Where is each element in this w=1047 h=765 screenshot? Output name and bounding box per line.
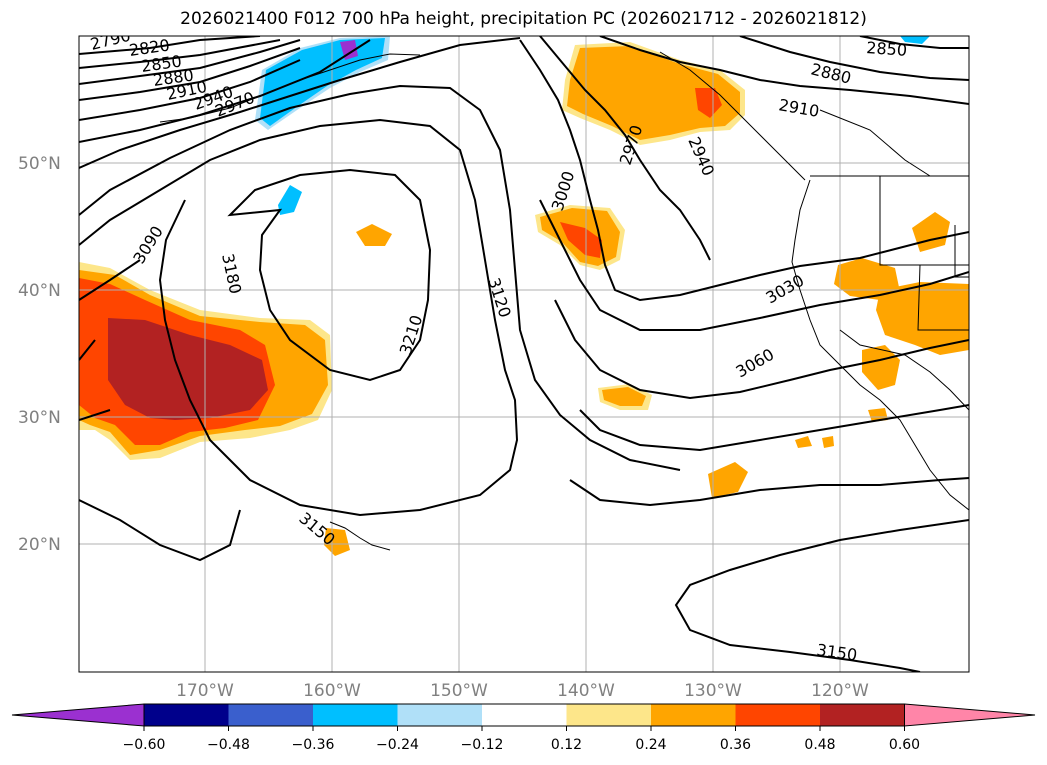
precip-blob-sub-3 (324, 528, 350, 556)
colorbar-tick-label: 0.36 (720, 737, 751, 753)
precip-blob-midpacific (356, 224, 392, 246)
colorbar-segment-extend-min (11, 703, 145, 727)
precip-blob-offshore-red (560, 222, 602, 258)
precip-blob-neg-purple (340, 40, 358, 60)
colorbar-segment-3 (313, 704, 398, 726)
colorbar: −0.60 −0.48 −0.36 −0.24 −0.12 0.12 0.24 … (11, 703, 1036, 753)
lon-label-150w: 150°W (430, 681, 488, 701)
colorbar-segment-9 (820, 704, 905, 726)
precip-blob-neg-small (278, 185, 302, 215)
colorbar-segment-1 (144, 704, 229, 726)
colorbar-tick-label: −0.12 (461, 737, 504, 753)
colorbar-segment-7 (651, 704, 736, 726)
longitude-labels: 170°W 160°W 150°W 140°W 130°W 120°W (176, 681, 869, 701)
lat-label-40n: 40°N (18, 281, 61, 301)
map-border (78, 35, 970, 673)
colorbar-segment-8 (735, 704, 820, 726)
precip-blob-neg-ne (900, 36, 930, 44)
colorbar-frame (143, 703, 905, 727)
colorbar-tick-label: −0.60 (123, 737, 166, 753)
colorbar-tick-label: −0.24 (376, 737, 419, 753)
contour-label-2820: 2820 (128, 35, 171, 59)
map-title: 2026021400 F012 700 hPa height, precipit… (180, 9, 867, 29)
lat-label-50n: 50°N (18, 154, 61, 174)
colorbar-tick-label: 0.60 (889, 737, 920, 753)
lat-label-30n: 30°N (18, 408, 61, 428)
precip-blob-coast-7 (822, 436, 834, 448)
lat-label-20n: 20°N (18, 535, 61, 555)
precip-blob-neg-sky (260, 38, 385, 126)
lon-label-120w: 120°W (811, 681, 869, 701)
latitude-labels: 50°N 40°N 30°N 20°N (18, 154, 61, 555)
colorbar-tick-label: 0.12 (551, 737, 582, 753)
colorbar-segment-2 (228, 704, 313, 726)
lon-label-130w: 130°W (684, 681, 742, 701)
lon-label-140w: 140°W (557, 681, 615, 701)
precip-blob-coast-4 (862, 345, 900, 390)
height-contours (79, 36, 969, 672)
precip-blob-coast-6 (795, 436, 812, 448)
precip-blob-coast-2 (876, 282, 969, 355)
lon-label-170w: 170°W (176, 681, 234, 701)
colorbar-tick-label: −0.36 (292, 737, 335, 753)
precip-blob-sub-1-core (602, 387, 646, 406)
colorbar-segment-5 (482, 704, 567, 726)
colorbar-segment-6 (566, 704, 651, 726)
precip-blob-sub-2 (708, 462, 748, 498)
lon-label-160w: 160°W (303, 681, 361, 701)
colorbar-tick-label: −0.48 (207, 737, 250, 753)
contour-label-2850-east: 2850 (866, 38, 908, 60)
colorbar-tick-label: 0.48 (804, 737, 835, 753)
colorbar-segment-extend-max (904, 703, 1036, 727)
colorbar-tick-label: 0.24 (635, 737, 666, 753)
precip-blob-west-darkred (108, 318, 268, 420)
colorbar-ticks (143, 726, 905, 731)
colorbar-segment-4 (397, 704, 482, 726)
precip-blob-gulf-red (695, 88, 722, 118)
